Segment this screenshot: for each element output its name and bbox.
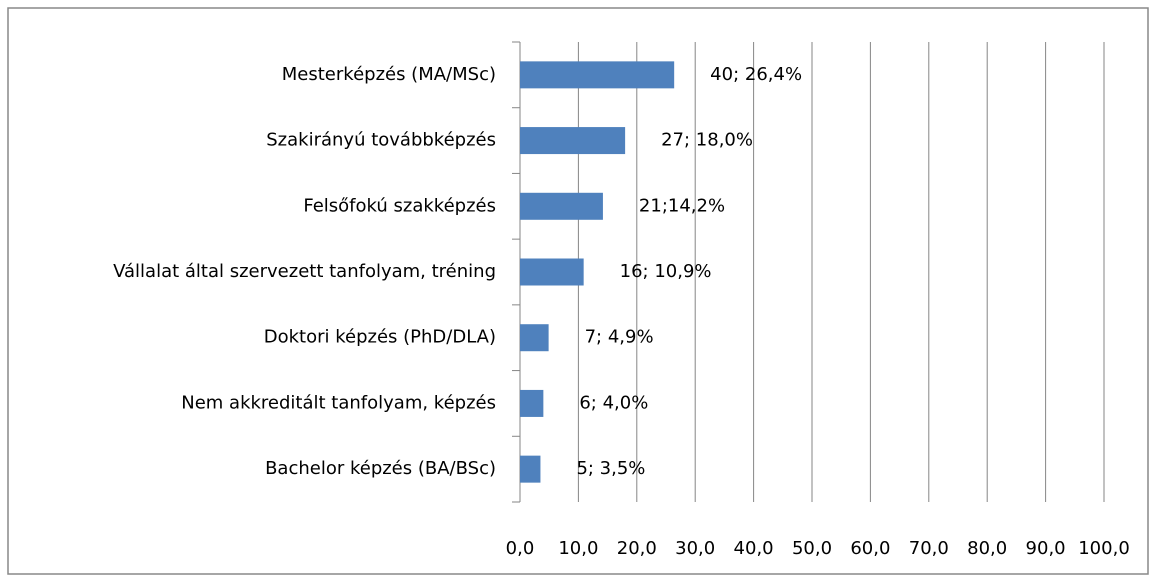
bar — [520, 258, 584, 286]
bar — [520, 389, 544, 417]
x-tick-label: 80,0 — [967, 538, 1007, 559]
x-tick-label: 10,0 — [558, 538, 598, 559]
y-tick-label: Bachelor képzés (BA/BSc) — [265, 458, 496, 479]
y-tick-label: Mesterképzés (MA/MSc) — [282, 64, 496, 85]
x-tick-label: 60,0 — [850, 538, 890, 559]
bar — [520, 324, 549, 352]
data-label: 7; 4,9% — [585, 327, 654, 348]
data-label: 40; 26,4% — [710, 64, 802, 85]
x-tick-label: 90,0 — [1026, 538, 1066, 559]
data-label: 6; 4,0% — [579, 392, 648, 413]
x-tick-label: 30,0 — [675, 538, 715, 559]
y-tick-label: Felsőfokú szakképzés — [303, 195, 496, 216]
data-label: 5; 3,5% — [576, 458, 645, 479]
x-tick-label: 20,0 — [617, 538, 657, 559]
x-tick-label: 100,0 — [1078, 538, 1130, 559]
y-tick-label: Doktori képzés (PhD/DLA) — [264, 327, 496, 348]
x-tick-label: 70,0 — [909, 538, 949, 559]
y-tick-label: Nem akkreditált tanfolyam, képzés — [181, 392, 496, 413]
bar — [520, 127, 626, 155]
data-label: 16; 10,9% — [620, 261, 712, 282]
data-label: 27; 18,0% — [661, 130, 753, 151]
bar — [520, 61, 675, 89]
x-tick-label: 0,0 — [506, 538, 535, 559]
y-tick-label: Szakirányú továbbképzés — [266, 130, 496, 151]
bar — [520, 192, 603, 220]
x-tick-label: 50,0 — [792, 538, 832, 559]
x-tick-label: 40,0 — [734, 538, 774, 559]
y-tick-label: Vállalat által szervezett tanfolyam, tré… — [113, 261, 496, 282]
data-label: 21;14,2% — [639, 195, 725, 216]
bar — [520, 455, 541, 483]
